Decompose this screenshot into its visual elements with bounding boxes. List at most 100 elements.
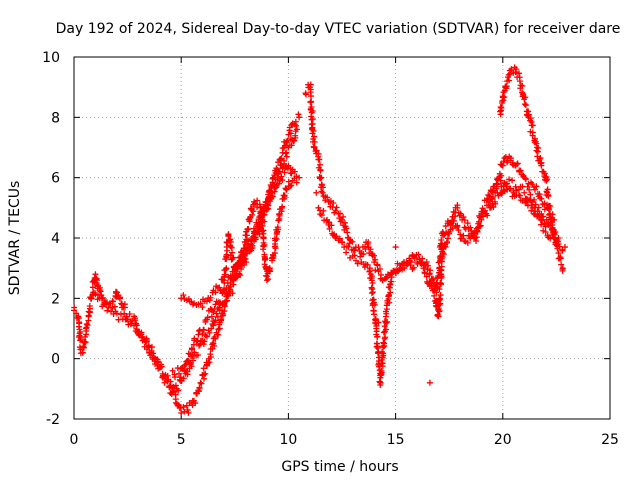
interp-point (369, 280, 376, 287)
interp-point (134, 328, 141, 335)
interp-point (181, 362, 188, 369)
interp-point (315, 153, 322, 160)
series-track-h (486, 153, 558, 223)
interp-point (293, 173, 300, 180)
interp-point (450, 218, 457, 225)
interp-point (343, 249, 350, 256)
interp-point (171, 374, 178, 381)
interp-point (339, 239, 346, 246)
interp-point (461, 217, 468, 224)
interp-point (204, 314, 211, 321)
data-point (293, 126, 300, 133)
interp-point (199, 330, 206, 337)
interp-point (260, 234, 267, 241)
interp-point (316, 156, 323, 163)
interp-point (377, 374, 384, 381)
interp-point (376, 265, 383, 272)
interp-point (265, 193, 272, 200)
interp-point (320, 207, 327, 214)
interp-point (460, 232, 467, 239)
interp-point (492, 189, 499, 196)
interp-point (440, 251, 447, 258)
data-point (176, 370, 183, 377)
interp-point (545, 192, 552, 199)
interp-point (177, 374, 184, 381)
interp-point (89, 284, 96, 291)
data-point (516, 78, 523, 85)
interp-point (211, 342, 218, 349)
interp-point (437, 300, 444, 307)
interp-point (218, 316, 225, 323)
interp-point (215, 331, 222, 338)
series-outliers (313, 189, 433, 386)
interp-point (210, 322, 217, 329)
interp-point (196, 327, 203, 334)
y-tick-label: 0 (51, 352, 60, 368)
interp-point (262, 264, 269, 271)
data-point (521, 189, 528, 196)
interp-point (421, 262, 428, 269)
x-axis-label: GPS time / hours (281, 459, 398, 475)
interp-point (75, 323, 82, 330)
interp-point (436, 267, 443, 274)
interp-point (467, 224, 474, 231)
interp-point (260, 243, 267, 250)
interp-point (368, 284, 375, 291)
interp-point (381, 342, 388, 349)
interp-point (492, 200, 499, 207)
interp-point (229, 255, 236, 262)
interp-point (411, 254, 418, 261)
data-point (268, 189, 275, 196)
interp-point (126, 310, 133, 317)
interp-point (180, 404, 187, 411)
interp-point (382, 319, 389, 326)
interp-point (118, 300, 125, 307)
interp-point (318, 188, 325, 195)
interp-point (275, 180, 282, 187)
interp-point (328, 222, 335, 229)
interp-point (293, 179, 300, 186)
interp-point (507, 155, 514, 162)
interp-point (349, 238, 356, 245)
data-point (225, 231, 232, 238)
interp-point (500, 187, 507, 194)
interp-point (216, 284, 223, 291)
interp-point (437, 292, 444, 299)
interp-point (223, 254, 230, 261)
interp-point (175, 387, 182, 394)
data-point (478, 216, 485, 223)
data-points (71, 64, 568, 416)
data-point (296, 174, 303, 181)
interp-point (374, 343, 381, 350)
interp-point (457, 231, 464, 238)
data-point (499, 162, 506, 169)
interp-point (241, 245, 248, 252)
interp-point (522, 176, 529, 183)
data-point (216, 307, 223, 314)
interp-point (444, 235, 451, 242)
interp-point (252, 200, 259, 207)
interp-point (223, 265, 230, 272)
interp-point (281, 169, 288, 176)
interp-point (357, 253, 364, 260)
interp-point (262, 205, 269, 212)
interp-point (206, 329, 213, 336)
data-point (332, 207, 339, 214)
data-point (208, 325, 215, 332)
data-point (212, 289, 219, 296)
interp-point (200, 365, 207, 372)
x-tick-label: 0 (70, 432, 79, 448)
data-point (319, 189, 326, 196)
interp-point (276, 212, 283, 219)
data-point (339, 216, 345, 223)
y-tick-labels: -2 0 2 4 6 8 10 (42, 50, 60, 428)
interp-point (183, 402, 190, 409)
interp-point (366, 267, 373, 274)
interp-point (243, 232, 250, 239)
interp-point (372, 256, 379, 263)
interp-point (143, 338, 150, 345)
data-point (182, 361, 189, 368)
interp-point (308, 104, 315, 111)
interp-point (245, 226, 252, 233)
data-point (407, 262, 414, 269)
